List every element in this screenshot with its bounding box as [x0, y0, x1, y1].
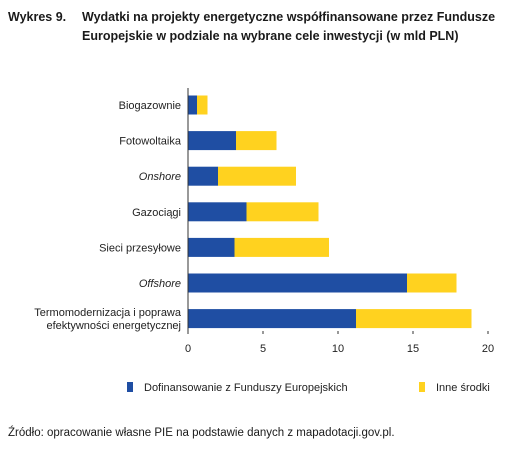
- bar-segment-eu-funds: [188, 273, 407, 293]
- x-tick-label: 15: [407, 343, 419, 355]
- bar-segment-other-funds: [197, 95, 208, 115]
- legend-swatch: [419, 382, 425, 392]
- legend-swatch: [127, 382, 133, 392]
- x-tick-label: 5: [260, 343, 266, 355]
- legend-label: Dofinansowanie z Funduszy Europejskich: [144, 382, 348, 394]
- figure-number: Wykres 9.: [8, 10, 67, 24]
- bar-segment-eu-funds: [188, 237, 235, 257]
- bar-segment-eu-funds: [188, 131, 236, 151]
- chart-title: Wydatki na projekty energetyczne współfi…: [82, 10, 496, 43]
- x-tick-label: 0: [185, 343, 191, 355]
- category-label: Onshore: [139, 171, 181, 183]
- category-label: Termomodernizacja i poprawa: [34, 307, 182, 319]
- category-label: efektywności energetycznej: [46, 320, 181, 332]
- category-label: Fotowoltaika: [119, 136, 182, 148]
- category-label: Biogazownie: [119, 100, 181, 112]
- bar-segment-other-funds: [236, 131, 277, 151]
- bar-segment-other-funds: [407, 273, 457, 293]
- category-label: Sieci przesyłowe: [99, 242, 181, 254]
- source-note: Źródło: opracowanie własne PIE na podsta…: [8, 427, 395, 439]
- bar-segment-eu-funds: [188, 95, 197, 115]
- bar-segment-eu-funds: [188, 166, 218, 186]
- category-label: Gazociągi: [132, 207, 181, 219]
- bar-segment-other-funds: [246, 202, 319, 222]
- bar-segment-eu-funds: [188, 202, 247, 222]
- bar-segment-other-funds: [234, 237, 329, 257]
- legend-label: Inne środki: [436, 382, 490, 394]
- bar-segment-other-funds: [356, 309, 472, 329]
- category-label: Offshore: [139, 278, 181, 290]
- bar-segment-eu-funds: [188, 309, 356, 329]
- x-tick-label: 20: [482, 343, 494, 355]
- x-tick-label: 10: [332, 343, 344, 355]
- bar-segment-other-funds: [218, 166, 296, 186]
